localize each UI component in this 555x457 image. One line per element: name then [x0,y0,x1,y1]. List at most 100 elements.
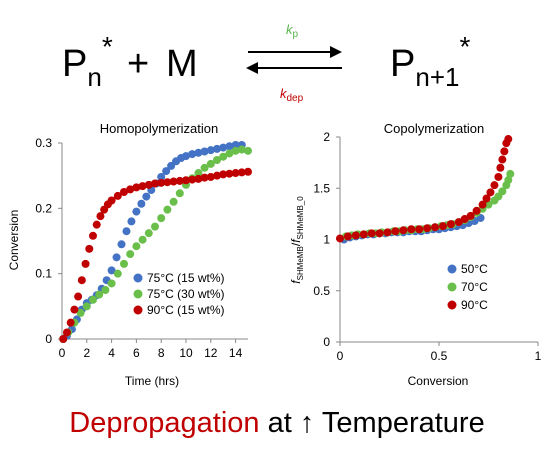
data-point [163,205,172,214]
data-point [375,229,384,238]
y-tick-label: 0 [45,332,52,346]
data-point [138,182,147,191]
data-point [113,191,122,200]
data-point [120,188,128,196]
data-point [66,318,75,327]
x-tick-label: 14 [229,346,243,360]
data-point [351,231,360,240]
data-point [391,227,400,236]
data-point [194,148,203,157]
legend: 50°C 70°C 90°C [447,262,488,312]
data-point [200,163,209,172]
x-tick-label: 0 [59,346,66,360]
equilibrium-arrows [246,46,342,74]
y-axis-label: fSHMeMB/fSHMeMB_0 [289,196,305,284]
data-point [399,226,408,235]
data-point [504,135,513,144]
data-point [113,269,122,278]
data-point [206,159,215,168]
data-point [127,217,136,226]
data-point [96,212,105,221]
data-point [200,173,209,182]
chart-title: Copolymerization [384,121,484,136]
data-point [144,229,153,238]
y-tick-label: 0.5 [313,284,330,298]
data-point [244,146,252,155]
legend-label: 90°C (15 wt%) [147,303,225,317]
data-point [225,149,234,158]
data-point [498,187,507,196]
data-point [182,176,190,185]
y-tick-label: 0.1 [35,267,52,281]
data-point [126,250,135,259]
x-tick-label: 1 [535,349,542,363]
data-point [500,147,509,156]
data-point [85,244,94,253]
data-point [169,177,178,186]
data-point [157,214,166,223]
data-point [472,206,481,215]
data-point [484,200,493,209]
data-point [343,232,352,241]
x-axis-label: Time (hrs) [125,374,179,388]
data-point [423,224,432,233]
data-point [137,199,146,208]
data-point [213,155,221,164]
data-point [225,169,234,178]
data-point [89,231,97,240]
data-point [431,223,440,232]
data-point [151,179,159,188]
y-axis-label: Conversion [7,210,21,271]
data-point [163,178,172,187]
data-point [482,194,491,203]
data-point [175,189,184,198]
data-point [213,144,221,153]
data-point [460,215,469,223]
data-point [59,335,68,343]
footer-at-text: at [268,407,292,439]
legend-label: 50°C [461,262,488,276]
legend-marker [447,282,457,292]
series-2 [59,167,252,343]
data-point [359,230,368,239]
reactant-label: Pn* [62,31,113,92]
kdep-label: kdep [280,86,304,104]
data-point [466,211,475,220]
data-point [490,181,499,190]
legend-label: 75°C (30 wt%) [147,287,225,301]
plus-sign: + [127,43,149,85]
data-point [169,197,178,206]
x-tick-label: 0 [337,349,344,363]
data-point [74,292,83,301]
x-tick-label: 2 [83,346,90,360]
data-point [446,220,455,229]
data-point [182,152,190,161]
data-point [175,176,184,185]
data-point [157,178,166,187]
product-label: Pn+1* [390,31,470,92]
data-point [76,308,85,317]
data-point [213,171,221,180]
data-point [415,225,424,234]
data-point [132,183,141,192]
footer-text: Depropagation at ↑ Temperature [69,407,484,439]
legend-marker [447,264,457,274]
data-point [506,169,515,178]
data-point [219,170,228,179]
data-point [82,302,91,311]
data-point [120,259,128,268]
up-arrow-icon: ↑ [300,407,315,439]
y-tick-label: 0 [323,335,330,349]
x-tick-label: 0.5 [431,349,448,363]
data-point [454,218,463,227]
data-point [244,167,252,176]
series-2 [336,135,513,243]
x-axis-label: Conversion [408,374,469,388]
data-point [486,188,495,197]
data-point [237,168,246,177]
data-point [70,305,79,314]
data-point [496,163,505,172]
data-point [188,175,197,184]
data-point [107,266,116,275]
data-point [101,286,110,294]
